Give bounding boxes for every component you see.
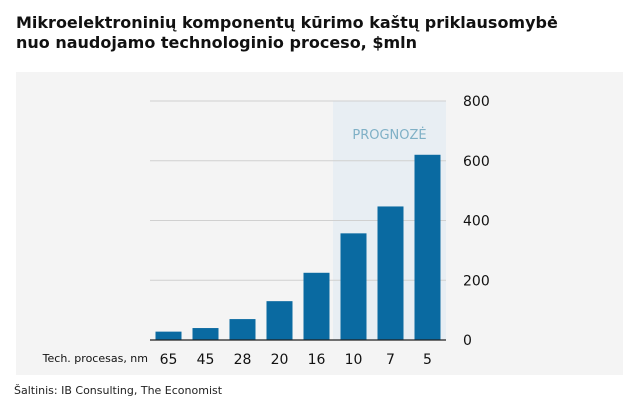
x-axis-label: Tech. procesas, nm [42, 352, 148, 365]
y-tick-label: 0 [463, 333, 472, 349]
bar [192, 328, 219, 340]
x-tick-label: 10 [345, 352, 363, 368]
bar [303, 272, 330, 340]
x-tick-label: 45 [197, 352, 215, 368]
x-tick-label: 28 [234, 352, 252, 368]
bar [155, 331, 182, 340]
forecast-label: PROGNOZĖ [352, 127, 426, 143]
source-note: Šaltinis: IB Consulting, The Economist [14, 384, 223, 397]
y-tick-label: 400 [463, 214, 490, 230]
bar [377, 206, 404, 340]
chart-title-line-1: Mikroelektroninių komponentų kūrimo kašt… [16, 13, 558, 32]
x-tick-label: 20 [271, 352, 289, 368]
y-tick-label: 600 [463, 154, 490, 170]
x-tick-label: 16 [308, 352, 326, 368]
y-tick-label: 200 [463, 273, 490, 289]
x-tick-label: 7 [386, 352, 395, 368]
chart-title-line-2: nuo naudojamo technologinio proceso, $ml… [16, 33, 418, 52]
bar [266, 301, 293, 340]
bar [229, 319, 256, 340]
bar [340, 233, 367, 340]
x-tick-label: 65 [160, 352, 178, 368]
chart-title: Mikroelektroninių komponentų kūrimo kašt… [16, 13, 558, 53]
bar [414, 154, 441, 340]
x-tick-label: 5 [423, 352, 432, 368]
y-tick-label: 800 [463, 94, 490, 110]
